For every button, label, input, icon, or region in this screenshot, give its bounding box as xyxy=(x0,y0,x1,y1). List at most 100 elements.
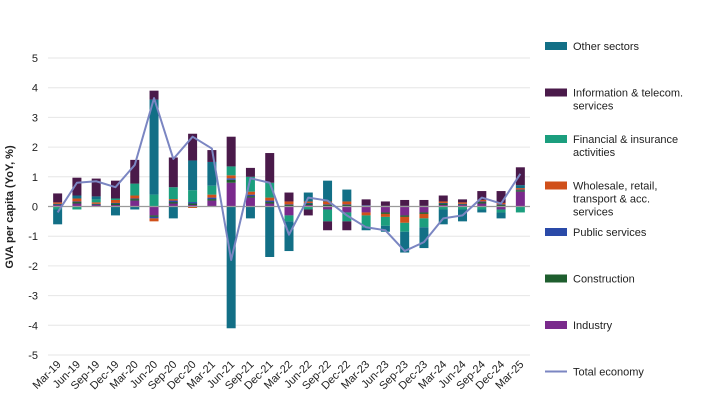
bar-segment xyxy=(515,188,525,190)
bar-segment xyxy=(380,201,390,206)
bar-segment xyxy=(168,202,178,204)
bar-segment xyxy=(342,189,352,202)
bar-segment xyxy=(53,203,63,205)
bar-segment xyxy=(284,206,294,216)
bar-segment xyxy=(53,209,63,225)
bar-segment xyxy=(284,221,294,252)
bar-segment xyxy=(496,212,506,219)
bar-segment xyxy=(458,204,468,206)
total-economy-line xyxy=(56,97,522,261)
bar-segment xyxy=(168,199,178,201)
bar-segment xyxy=(419,227,429,249)
bar-segment xyxy=(226,175,236,179)
bar-segment xyxy=(188,133,198,161)
y-tick-label: 2 xyxy=(32,142,38,154)
bar-segment xyxy=(110,202,120,204)
bar-segment xyxy=(496,205,506,207)
bar-segment xyxy=(245,197,255,207)
y-axis: -5 -4 -3 -2 -1 0 1 2 3 4 5 xyxy=(28,53,38,362)
bar-segment xyxy=(323,205,333,207)
bar-segment xyxy=(515,185,525,189)
bar-segment xyxy=(458,202,468,204)
bar-segment xyxy=(342,204,352,206)
bar-segment xyxy=(245,206,255,219)
legend-swatch xyxy=(545,274,567,283)
bar-segment xyxy=(149,218,159,222)
bar-segment xyxy=(342,221,352,231)
bar-segment xyxy=(207,185,217,195)
bar-segment xyxy=(380,216,390,226)
bar-segment xyxy=(188,205,198,207)
bar-segment xyxy=(149,90,159,100)
bar-segment xyxy=(130,159,140,184)
bar-segment xyxy=(207,200,217,207)
bar-segment xyxy=(265,206,275,257)
bar-segment xyxy=(91,203,101,205)
bar-segment xyxy=(188,202,198,204)
bar-segment xyxy=(438,209,448,225)
legend-swatch xyxy=(545,42,567,50)
bar-segment xyxy=(419,213,429,219)
bar-segment xyxy=(458,205,468,207)
bar-segment xyxy=(110,205,120,207)
bar-segment xyxy=(168,203,178,207)
bar-segment xyxy=(400,216,410,223)
bar-segment xyxy=(284,204,294,206)
bar-segment xyxy=(419,218,429,228)
bar-segment xyxy=(188,206,198,208)
bar-segment xyxy=(226,179,236,183)
bar-segment xyxy=(53,202,63,204)
bar-segment xyxy=(477,191,487,200)
bar-segment xyxy=(130,195,140,199)
bar-segment xyxy=(438,202,448,204)
bar-segment xyxy=(458,203,468,205)
y-tick-label: -4 xyxy=(28,320,38,332)
bar-segment xyxy=(149,215,159,217)
bar-segment xyxy=(207,150,217,162)
legend-label: Construction xyxy=(573,274,635,286)
bar-segment xyxy=(477,209,487,213)
bar-segment xyxy=(284,192,294,202)
legend-label: Industry xyxy=(573,320,613,332)
bar-segment xyxy=(496,191,506,203)
bar-segment xyxy=(72,177,82,196)
bar-segment xyxy=(110,199,120,203)
bar-segment xyxy=(515,206,525,213)
bar-segment xyxy=(149,206,159,216)
bar-segment xyxy=(72,198,82,202)
bar-segment xyxy=(91,199,101,203)
legend-label: Financial & insurance activities xyxy=(573,134,678,159)
bar-segment xyxy=(245,194,255,197)
bar-segment xyxy=(303,205,313,207)
y-tick-label: 4 xyxy=(32,83,38,95)
bar-segment xyxy=(477,202,487,204)
bar-segment xyxy=(284,201,294,205)
bar-segment xyxy=(303,203,313,206)
bar-segment xyxy=(323,204,333,206)
bar-segment xyxy=(245,196,255,198)
bar-segment xyxy=(342,206,352,213)
bar-segment xyxy=(168,200,178,203)
bar-segment xyxy=(400,206,410,216)
bar-segment xyxy=(400,215,410,217)
legend-swatch xyxy=(545,321,567,329)
bar-segment xyxy=(207,161,217,186)
bar-segment xyxy=(226,182,236,207)
legend-swatch xyxy=(545,228,567,236)
bar-segment xyxy=(323,221,333,231)
legend-swatch xyxy=(545,135,567,143)
bar-segment xyxy=(265,153,275,183)
bar-segment xyxy=(342,205,352,207)
bar-segment xyxy=(477,206,487,210)
bar-segment xyxy=(380,225,390,232)
bar-segment xyxy=(438,205,448,207)
bar-segment xyxy=(400,231,410,253)
bar-segment xyxy=(245,191,255,195)
bar-segment xyxy=(361,206,371,213)
bar-segment xyxy=(110,180,120,199)
x-axis: Mar-19Jun-19Sep-19Dec-19Mar-20Jun-20Sep-… xyxy=(31,359,527,393)
bar-segment xyxy=(245,167,255,177)
bar-segment xyxy=(72,206,82,210)
bar-segment xyxy=(323,201,333,205)
bar-segment xyxy=(72,203,82,207)
